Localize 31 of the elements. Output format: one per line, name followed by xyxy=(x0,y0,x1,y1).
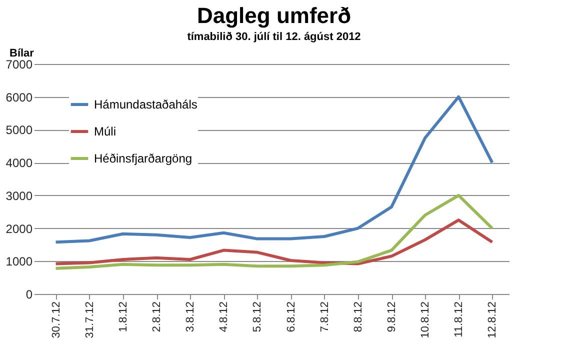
y-tick-label: 0 xyxy=(26,288,33,302)
x-tick-label: 3.8.12 xyxy=(184,302,197,332)
y-tick-label: 7000 xyxy=(6,58,33,72)
line-series xyxy=(54,218,494,266)
y-tick-label: 3000 xyxy=(6,188,33,203)
x-tick-label: 30.7.12 xyxy=(50,302,62,338)
y-tick-label: 4000 xyxy=(6,156,33,170)
y-tick-label: 5000 xyxy=(6,123,33,138)
x-tick-label: 2.8.12 xyxy=(151,302,163,332)
y-axis-title: Bílar xyxy=(10,48,35,60)
x-tick-label: 4.8.12 xyxy=(218,302,230,332)
legend-label: Hámundastaðaháls xyxy=(94,98,198,112)
x-tick-label: 10.8.12 xyxy=(420,302,432,338)
legend-label: Múli xyxy=(94,124,116,138)
line-series xyxy=(54,95,494,244)
y-tick-label: 2000 xyxy=(6,222,33,236)
x-tick-label: 1.8.12 xyxy=(117,302,130,332)
chart-subtitle: tímabilið 30. júlí til 12. ágúst 2012 xyxy=(187,31,361,43)
x-tick-label: 9.8.12 xyxy=(386,302,398,332)
x-tick-label: 12.8.12 xyxy=(486,302,499,338)
x-tick-label: 8.8.12 xyxy=(352,302,364,332)
y-tick-label: 1000 xyxy=(6,254,33,269)
legend-label: Héðinsfjarðargöng xyxy=(94,152,192,166)
chart-title: Dagleg umferð xyxy=(196,3,352,28)
line-series xyxy=(54,194,494,270)
x-tick-label: 5.8.12 xyxy=(252,302,264,332)
x-tick-label: 11.8.12 xyxy=(453,302,466,338)
y-tick-label: 6000 xyxy=(6,90,33,104)
x-tick-label: 31.7.12 xyxy=(84,302,96,338)
x-tick-label: 7.8.12 xyxy=(318,302,331,332)
x-tick-label: 6.8.12 xyxy=(285,302,298,332)
